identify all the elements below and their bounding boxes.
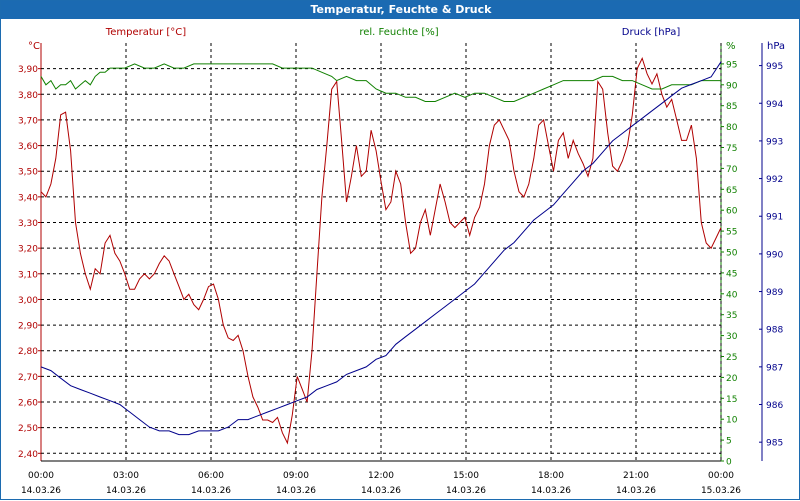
pressure-tick-label: 989 <box>766 288 783 298</box>
temperature-tick-label: 3,90 <box>18 65 38 75</box>
temperature-tick-label: 3,20 <box>18 245 38 255</box>
x-tick-time: 21:00 <box>623 471 649 481</box>
humidity-tick-label: 75 <box>726 144 737 154</box>
gridlines <box>41 43 722 461</box>
x-tick-time: 06:00 <box>198 471 224 481</box>
series-pressure-line <box>40 61 722 436</box>
pressure-unit-label: hPa <box>767 41 785 52</box>
humidity-tick-label: 0 <box>726 458 732 468</box>
humidity-tick-label: 45 <box>726 269 737 279</box>
pressure-tick-label: 993 <box>766 137 783 147</box>
pressure-tick-label: 987 <box>766 363 783 373</box>
temperature-tick-label: 2,60 <box>18 399 38 409</box>
pressure-tick-label: 992 <box>766 175 783 185</box>
temperature-tick-label: 3,10 <box>18 270 38 280</box>
humidity-tick-label: 60 <box>726 207 738 217</box>
humidity-tick-label: 25 <box>726 353 737 363</box>
temperature-tick-label: 3,70 <box>18 116 38 126</box>
temperature-tick-label: 3,60 <box>18 142 38 152</box>
humidity-tick-label: 95 <box>726 60 737 70</box>
pressure-tick-label: 990 <box>766 250 783 260</box>
humidity-tick-label: 20 <box>726 374 738 384</box>
temperature-tick-label: 2,90 <box>18 322 38 332</box>
temperature-tick-label: 2,70 <box>18 373 38 383</box>
humidity-tick-label: 10 <box>726 416 738 426</box>
humidity-tick-label: 85 <box>726 102 737 112</box>
chart-title: Temperatur, Feuchte & Druck <box>1 1 800 19</box>
pressure-tick-label: 985 <box>766 439 783 449</box>
series-humidity-line <box>40 63 721 102</box>
pressure-tick-label: 995 <box>766 62 783 72</box>
humidity-tick-label: 15 <box>726 395 737 405</box>
humidity-tick-label: 70 <box>726 165 738 175</box>
x-tick-date: 14.03.26 <box>531 486 571 496</box>
pressure-tick-label: 991 <box>766 213 783 223</box>
temperature-tick-label: 3,50 <box>18 168 38 178</box>
legend-humidity: rel. Feuchte [%] <box>359 27 438 38</box>
series-temperature-line <box>40 57 722 445</box>
temperature-tick-label: 3,30 <box>18 219 38 229</box>
legend-temperature: Temperatur [°C] <box>105 27 186 38</box>
temperature-tick-label: 3,80 <box>18 91 38 101</box>
humidity-tick-label: 35 <box>726 311 737 321</box>
x-tick-date: 14.03.26 <box>361 486 401 496</box>
humidity-tick-label: 55 <box>726 228 737 238</box>
series-lines <box>40 57 722 445</box>
temperature-tick-label: 2,40 <box>18 450 38 460</box>
x-tick-date: 14.03.26 <box>446 486 486 496</box>
humidity-tick-label: 50 <box>726 249 738 259</box>
x-tick-time: 09:00 <box>283 471 309 481</box>
temperature-tick-label: 2,50 <box>18 424 38 434</box>
humidity-tick-label: 90 <box>726 81 738 91</box>
humidity-tick-label: 30 <box>726 332 738 342</box>
x-tick-date: 14.03.26 <box>191 486 231 496</box>
x-tick-date: 14.03.26 <box>21 486 61 496</box>
humidity-tick-label: 5 <box>726 437 732 447</box>
x-tick-time: 15:00 <box>453 471 479 481</box>
humidity-tick-label: 40 <box>726 290 738 300</box>
x-tick-time: 18:00 <box>538 471 564 481</box>
x-tick-date: 14.03.26 <box>276 486 316 496</box>
x-tick-time: 03:00 <box>113 471 139 481</box>
x-tick-date: 14.03.26 <box>106 486 146 496</box>
temperature-tick-label: 2,80 <box>18 347 38 357</box>
tick-labels: % 2,40 2,50 2,60 2,70 2,80 2,90 3,00 3,10 3,20 3,3… <box>18 41 783 496</box>
temperature-unit-label: °C <box>28 41 40 52</box>
x-tick-time: 00:00 <box>28 471 54 481</box>
x-tick-time: 00:00 <box>708 471 734 481</box>
x-tick-date: 14.03.26 <box>616 486 656 496</box>
pressure-tick-label: 986 <box>766 401 783 411</box>
temperature-tick-label: 3,00 <box>18 296 38 306</box>
pressure-tick-label: 994 <box>766 100 783 110</box>
humidity-tick-label: 65 <box>726 186 737 196</box>
humidity-unit-label: % <box>726 41 736 52</box>
x-tick-time: 12:00 <box>368 471 394 481</box>
temperature-tick-label: 3,40 <box>18 193 38 203</box>
humidity-tick-label: 80 <box>726 123 738 133</box>
x-tick-date: 15.03.26 <box>701 486 741 496</box>
pressure-tick-label: 988 <box>766 326 783 336</box>
legend-pressure: Druck [hPa] <box>622 27 681 38</box>
